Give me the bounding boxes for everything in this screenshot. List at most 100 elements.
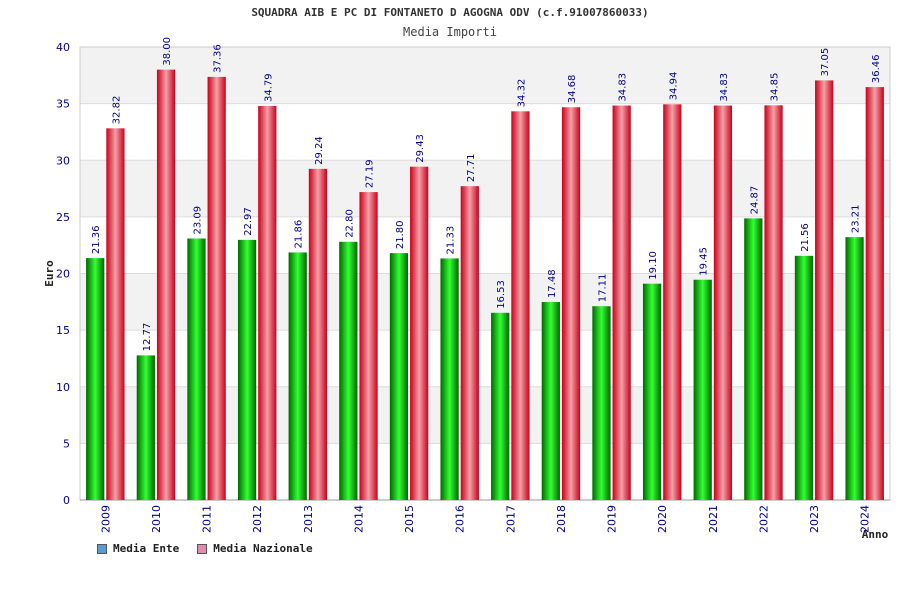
bar-media-nazionale <box>713 105 733 501</box>
data-label-media-nazionale: 27.71 <box>466 154 477 183</box>
data-label-media-ente: 21.80 <box>395 220 406 249</box>
data-label-media-ente: 21.33 <box>446 226 457 255</box>
data-label-media-nazionale: 38.00 <box>162 37 173 66</box>
y-tick-label: 35 <box>56 98 70 111</box>
data-label-media-ente: 17.48 <box>547 269 558 298</box>
x-tick-label: 2021 <box>707 505 720 533</box>
data-label-media-nazionale: 37.05 <box>820 48 831 77</box>
x-tick-label: 2016 <box>454 505 467 533</box>
bar-media-ente <box>592 306 611 500</box>
bar-media-ente <box>86 258 105 500</box>
bar-media-ente <box>744 218 763 501</box>
data-label-media-ente: 21.56 <box>800 223 811 252</box>
data-label-media-ente: 22.80 <box>344 209 355 238</box>
bar-media-ente <box>794 255 814 500</box>
x-tick-label: 2015 <box>403 505 416 533</box>
x-tick-label: 2018 <box>555 505 568 533</box>
legend-label-nazionale: Media Nazionale <box>213 542 313 555</box>
legend-swatch-nazionale <box>197 543 208 554</box>
bar-media-ente <box>440 258 459 500</box>
bar-media-ente <box>237 239 257 500</box>
bar-media-ente <box>389 253 409 500</box>
data-label-media-ente: 12.77 <box>142 323 153 352</box>
data-label-media-ente: 16.53 <box>496 280 507 309</box>
bar-media-ente <box>642 283 662 500</box>
data-label-media-nazionale: 36.46 <box>871 54 882 83</box>
bar-media-nazionale <box>612 105 631 501</box>
y-tick-label: 40 <box>56 41 70 54</box>
y-tick-label: 5 <box>63 437 70 450</box>
data-label-media-nazionale: 34.32 <box>516 79 527 108</box>
grid-band <box>80 47 890 104</box>
bar-media-nazionale <box>308 168 328 500</box>
data-label-media-nazionale: 34.68 <box>567 75 578 104</box>
bar-media-nazionale <box>106 128 125 500</box>
y-tick-label: 15 <box>56 324 70 337</box>
x-tick-label: 2022 <box>757 505 770 533</box>
bar-media-nazionale <box>359 192 378 501</box>
data-label-media-ente: 19.45 <box>699 247 710 276</box>
data-label-media-nazionale: 34.83 <box>719 73 730 102</box>
y-tick-label: 20 <box>56 268 70 281</box>
data-label-media-nazionale: 27.19 <box>365 159 376 188</box>
y-tick-label: 0 <box>63 494 70 507</box>
data-label-media-nazionale: 34.85 <box>770 73 781 102</box>
bar-media-nazionale <box>815 80 834 500</box>
x-tick-label: 2023 <box>808 505 821 533</box>
bar-media-ente <box>187 238 206 501</box>
data-label-media-nazionale: 37.36 <box>213 44 224 73</box>
x-tick-label: 2010 <box>150 505 163 533</box>
bar-media-nazionale <box>511 111 530 501</box>
data-label-media-ente: 21.86 <box>294 220 305 249</box>
y-tick-label: 25 <box>56 211 70 224</box>
data-label-media-nazionale: 34.79 <box>263 73 274 102</box>
chart-legend: Media Ente Media Nazionale <box>97 542 313 555</box>
x-tick-label: 2024 <box>859 505 872 533</box>
data-label-media-nazionale: 29.43 <box>415 134 426 163</box>
bar-media-ente <box>541 302 560 500</box>
chart-title: SQUADRA AIB E PC DI FONTANETO D AGOGNA O… <box>251 6 649 19</box>
data-label-media-ente: 23.21 <box>851 205 862 234</box>
data-label-media-nazionale: 32.82 <box>111 96 122 125</box>
x-tick-label: 2020 <box>656 505 669 533</box>
x-tick-label: 2014 <box>352 505 365 533</box>
bar-media-nazionale <box>410 166 429 500</box>
data-label-media-ente: 23.09 <box>192 206 203 235</box>
data-label-media-nazionale: 34.94 <box>668 72 679 101</box>
bar-media-nazionale <box>156 69 176 501</box>
legend-label-ente: Media Ente <box>113 542 180 555</box>
data-label-media-nazionale: 34.83 <box>618 73 629 102</box>
bar-media-ente <box>136 355 155 500</box>
data-label-media-ente: 21.36 <box>91 225 102 254</box>
x-tick-label: 2019 <box>606 505 619 533</box>
x-tick-label: 2017 <box>504 505 517 533</box>
bar-media-nazionale <box>460 186 479 500</box>
data-label-media-ente: 24.87 <box>749 186 760 215</box>
bar-media-nazionale <box>258 106 277 501</box>
x-axis-label: Anno <box>862 528 889 541</box>
data-label-media-ente: 22.97 <box>243 207 254 236</box>
chart-subtitle: Media Importi <box>403 25 497 39</box>
legend-item-nazionale: Media Nazionale <box>197 542 313 555</box>
data-label-media-ente: 17.11 <box>597 274 608 303</box>
y-tick-label: 10 <box>56 381 70 394</box>
x-tick-label: 2009 <box>99 505 112 533</box>
bar-media-nazionale <box>663 104 682 500</box>
bar-media-ente <box>288 252 307 500</box>
bar-media-ente <box>491 312 510 500</box>
data-label-media-nazionale: 29.24 <box>314 136 325 165</box>
bar-media-nazionale <box>764 105 783 500</box>
y-tick-label: 30 <box>56 154 70 167</box>
legend-item-ente: Media Ente <box>97 542 179 555</box>
legend-swatch-ente <box>97 543 107 554</box>
bar-media-ente <box>845 237 864 501</box>
bar-media-nazionale <box>207 76 226 500</box>
bar-media-nazionale <box>561 107 581 501</box>
bar-media-nazionale <box>865 87 884 500</box>
bar-media-ente <box>339 241 358 501</box>
x-tick-label: 2013 <box>302 505 315 533</box>
x-tick-label: 2011 <box>201 505 214 533</box>
x-tick-label: 2012 <box>251 505 264 533</box>
bar-media-ente <box>693 279 712 500</box>
